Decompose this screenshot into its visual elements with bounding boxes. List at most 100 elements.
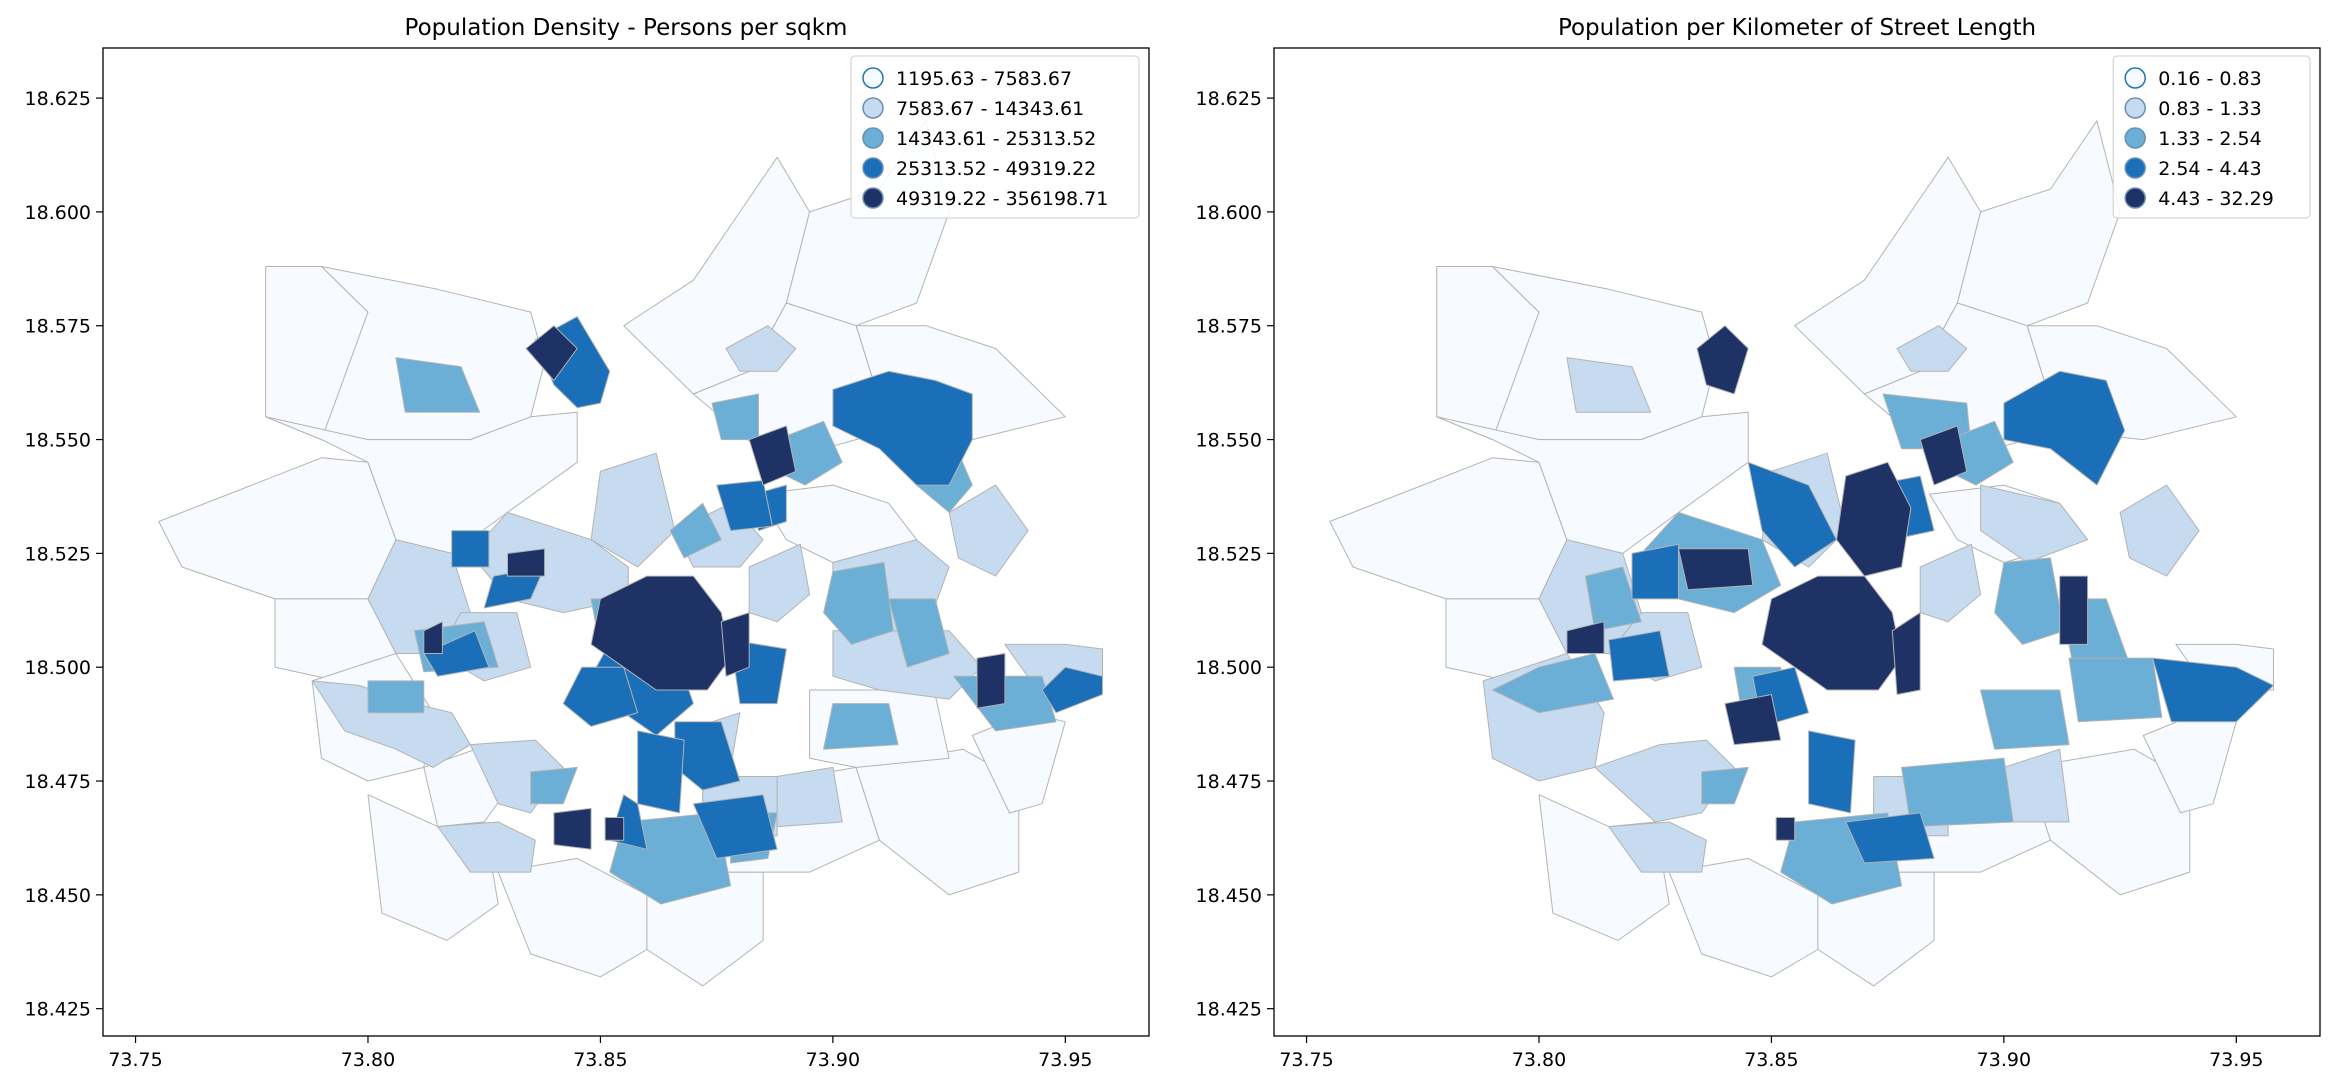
region-12-class-0[interactable]	[1956, 120, 2121, 327]
region-50-class-3[interactable]	[1845, 812, 1935, 864]
region-61-class-3[interactable]	[423, 630, 490, 677]
region-3-class-0[interactable]	[1436, 411, 1749, 554]
legend: 1195.63 - 7583.67 7583.67 - 14343.61 14343…	[850, 55, 1140, 219]
region-55-class-3[interactable]	[562, 666, 639, 727]
region-59-class-3[interactable]	[692, 794, 778, 859]
region-61-class-4[interactable]	[1775, 817, 1796, 841]
region-43-class-3[interactable]	[1747, 461, 1837, 568]
region-3-class-0[interactable]	[265, 411, 578, 554]
region-72-class-4[interactable]	[507, 548, 546, 577]
region-52-class-4[interactable]	[1696, 325, 1749, 395]
legend-swatch	[862, 157, 884, 179]
region-19-class-1[interactable]	[590, 452, 676, 568]
region-53-class-4[interactable]	[1836, 461, 1912, 577]
region-58-class-3[interactable]	[637, 730, 685, 814]
y-tick-label: 18.625	[25, 88, 91, 110]
region-26-class-1[interactable]	[748, 543, 811, 623]
region-0-class-0[interactable]	[1329, 457, 1568, 600]
y-tick-label: 18.625	[1196, 88, 1262, 110]
region-65-class-3[interactable]	[716, 480, 773, 532]
legend-swatch	[2124, 97, 2146, 119]
region-24-class-1[interactable]	[2119, 484, 2200, 577]
y-tick-label: 18.525	[25, 543, 91, 565]
region-64-class-3[interactable]	[1041, 666, 1103, 714]
region-17-class-1[interactable]	[1566, 357, 1652, 413]
region-9-class-0[interactable]	[2026, 748, 2191, 896]
region-28-class-1[interactable]	[725, 325, 797, 372]
region-57-class-4[interactable]	[1891, 612, 1921, 695]
region-50-class-2[interactable]	[669, 502, 722, 559]
x-tick-label: 73.80	[1512, 1049, 1566, 1071]
region-27-class-1[interactable]	[2003, 748, 2070, 823]
region-41-class-2[interactable]	[888, 598, 950, 668]
region-63-class-3[interactable]	[451, 530, 490, 568]
x-tick-label: 73.95	[2209, 1049, 2263, 1071]
x-tick-label: 73.85	[573, 1049, 627, 1071]
y-tick-label: 18.575	[25, 316, 91, 338]
region-25-class-1[interactable]	[1896, 325, 1968, 372]
legend-swatch	[2124, 127, 2146, 149]
region-23-class-1[interactable]	[1980, 484, 2089, 563]
region-33-class-2[interactable]	[1585, 566, 1642, 632]
legend-label: 4.43 - 32.29	[2158, 188, 2274, 210]
region-2-class-0[interactable]	[321, 266, 546, 441]
region-47-class-2[interactable]	[367, 680, 425, 714]
region-2-class-0[interactable]	[1492, 266, 1717, 441]
region-47-class-3[interactable]	[1608, 630, 1670, 682]
region-22-class-1[interactable]	[1608, 821, 1707, 873]
region-74-class-4[interactable]	[604, 817, 625, 841]
legend-swatch	[862, 187, 884, 209]
region-66-class-4[interactable]	[525, 325, 578, 381]
region-67-class-4[interactable]	[590, 575, 732, 691]
region-33-class-1[interactable]	[776, 766, 843, 828]
legend-label: 0.83 - 1.33	[2158, 98, 2262, 120]
region-48-class-3[interactable]	[1631, 543, 1679, 600]
region-58-class-4[interactable]	[1724, 694, 1782, 746]
region-42-class-2[interactable]	[823, 703, 899, 750]
region-35-class-2[interactable]	[1994, 557, 2065, 645]
x-tick-label: 73.85	[1744, 1049, 1798, 1071]
y-tick-label: 18.450	[25, 885, 91, 907]
region-71-class-4[interactable]	[976, 653, 1006, 709]
legend-label: 49319.22 - 356198.71	[896, 188, 1108, 210]
region-21-class-1[interactable]	[1594, 739, 1735, 823]
region-36-class-2[interactable]	[395, 357, 481, 413]
region-55-class-4[interactable]	[1678, 548, 1754, 591]
x-tick-label: 73.75	[108, 1049, 162, 1071]
region-45-class-3[interactable]	[2003, 370, 2126, 486]
legend-label: 1.33 - 2.54	[2158, 128, 2262, 150]
region-52-class-3[interactable]	[832, 370, 973, 486]
region-70-class-4[interactable]	[423, 621, 443, 654]
region-40-class-2[interactable]	[823, 562, 894, 645]
y-tick-label: 18.500	[25, 657, 91, 679]
y-tick-label: 18.525	[1196, 543, 1262, 565]
region-68-class-4[interactable]	[720, 612, 750, 677]
region-11-class-0[interactable]	[855, 748, 1020, 896]
x-tick-label: 73.95	[1038, 1049, 1092, 1071]
legend-label: 2.54 - 4.43	[2158, 158, 2262, 180]
region-38-class-2[interactable]	[2068, 657, 2163, 723]
region-59-class-4[interactable]	[2059, 575, 2089, 645]
region-28-class-1[interactable]	[1919, 543, 1982, 623]
region-46-class-3[interactable]	[2152, 657, 2274, 723]
region-56-class-4[interactable]	[1761, 575, 1903, 691]
region-60-class-4[interactable]	[1566, 621, 1605, 654]
region-34-class-1[interactable]	[948, 484, 1029, 577]
region-54-class-4[interactable]	[1919, 425, 1968, 486]
region-49-class-2[interactable]	[530, 766, 578, 805]
legend-box	[850, 55, 1140, 219]
region-69-class-4[interactable]	[748, 425, 797, 486]
regions	[158, 120, 1103, 987]
x-tick-label: 73.80	[341, 1049, 395, 1071]
legend-label: 0.16 - 0.83	[2158, 68, 2262, 90]
region-73-class-4[interactable]	[553, 807, 592, 850]
region-39-class-2[interactable]	[1901, 757, 2014, 828]
region-24-class-1[interactable]	[437, 821, 536, 873]
legend-label: 1195.63 - 7583.67	[896, 68, 1072, 90]
choropleth-map-street-length: Population per Kilometer of Street Lengt…	[1196, 15, 2321, 1071]
region-37-class-2[interactable]	[1980, 689, 2070, 750]
region-0-class-0[interactable]	[158, 457, 397, 600]
region-41-class-2[interactable]	[1701, 766, 1749, 805]
region-34-class-2[interactable]	[1492, 653, 1614, 714]
region-49-class-3[interactable]	[1808, 730, 1856, 814]
